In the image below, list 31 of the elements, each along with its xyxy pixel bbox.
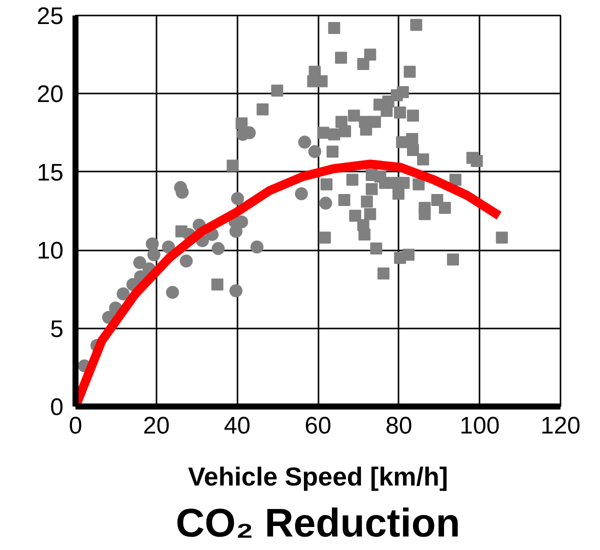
point xyxy=(294,187,308,200)
point xyxy=(229,284,242,298)
point xyxy=(146,237,159,250)
point xyxy=(147,248,160,262)
x-axis-title: Vehicle Speed [km/h] xyxy=(188,462,448,492)
x-tick-label: 100 xyxy=(460,412,500,440)
point xyxy=(250,240,264,254)
x-tick-label: 80 xyxy=(385,412,412,440)
x-tick-label: 60 xyxy=(304,412,332,440)
point xyxy=(166,286,179,299)
text: CO₂ Reduction xyxy=(176,502,460,546)
point xyxy=(231,192,244,205)
x-tick-label: 120 xyxy=(540,412,581,440)
point xyxy=(116,287,130,300)
y-tick-label: 25 xyxy=(36,3,64,30)
point xyxy=(162,240,175,254)
point xyxy=(180,254,193,268)
point xyxy=(308,145,322,158)
point xyxy=(133,256,146,270)
y-tick-label: 20 xyxy=(36,81,64,108)
point xyxy=(319,196,332,210)
x-tick-label: 0 xyxy=(68,412,82,440)
y-tick-label: 15 xyxy=(36,159,64,186)
x-tick-label: 20 xyxy=(142,412,170,440)
point xyxy=(298,136,312,149)
y-tick-label: 5 xyxy=(50,316,64,343)
point xyxy=(236,128,250,141)
point xyxy=(212,242,225,256)
x-tick-label: 40 xyxy=(224,412,251,440)
y-tick-label: 0 xyxy=(50,394,64,421)
y-tick-label: 10 xyxy=(36,238,64,265)
